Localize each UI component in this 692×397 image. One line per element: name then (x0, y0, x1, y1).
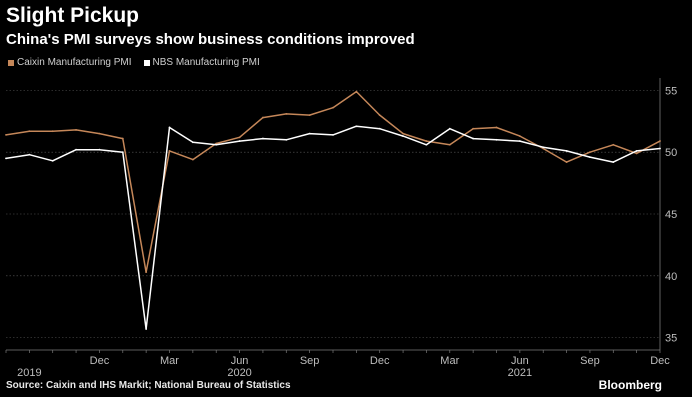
chart-title: Slight Pickup (6, 4, 140, 27)
data-point-caixin-2021-11 (635, 152, 638, 155)
data-point-nbs-2020-01 (121, 151, 124, 154)
data-point-caixin-2019-12 (98, 132, 101, 135)
data-point-nbs-2021-06 (518, 140, 521, 142)
x-tick-label-2021-12: Dec (650, 355, 670, 367)
legend-swatch-caixin (8, 59, 14, 66)
y-tick-label-35: 35 (665, 333, 677, 345)
data-point-nbs-2020-07 (262, 137, 264, 140)
y-tick-label-40: 40 (665, 271, 677, 283)
data-point-caixin-2020-02 (145, 271, 148, 274)
x-tick-label-2019-12: Dec (90, 355, 110, 367)
data-point-caixin-2021-12 (659, 140, 661, 142)
x-tick-label-2020-09: Sep (300, 355, 320, 367)
legend-item-nbs: NBS Manufacturing PMI (143, 57, 260, 68)
data-point-caixin-2020-09 (308, 114, 311, 116)
data-point-caixin-2020-06 (238, 136, 241, 139)
data-point-caixin-2019-10 (51, 130, 54, 133)
data-point-caixin-2021-03 (448, 143, 451, 146)
data-point-nbs-2019-08 (5, 157, 7, 160)
data-point-caixin-2021-04 (472, 127, 475, 130)
data-point-caixin-2020-12 (378, 114, 381, 116)
data-point-nbs-2020-03 (168, 126, 171, 129)
data-point-caixin-2019-11 (75, 129, 77, 131)
y-tick-label-45: 45 (665, 209, 677, 221)
data-point-nbs-2021-12 (659, 147, 661, 150)
data-point-nbs-2019-11 (75, 148, 77, 151)
data-point-caixin-2021-06 (518, 135, 521, 138)
chart-subtitle: China's PMI surveys show business condit… (6, 31, 415, 48)
legend-item-caixin: Caixin Manufacturing PMI (8, 57, 132, 68)
data-point-nbs-2021-09 (589, 156, 591, 159)
data-point-caixin-2020-01 (121, 137, 124, 140)
x-tick-label-2021-09: Sep (580, 355, 600, 367)
data-point-nbs-2019-10 (51, 159, 54, 162)
x-tick-label-2020-03: Mar (160, 355, 179, 367)
data-point-caixin-2020-03 (168, 150, 171, 152)
legend-label-caixin: Caixin Manufacturing PMI (17, 57, 132, 68)
data-point-caixin-2021-08 (565, 161, 568, 163)
data-point-caixin-2021-09 (589, 151, 591, 154)
legend-swatch-nbs (143, 59, 150, 66)
data-point-caixin-2021-01 (402, 132, 404, 135)
data-point-caixin-2020-11 (355, 90, 358, 93)
series-line-nbs (5, 125, 661, 330)
x-tick-label-2020-12: Dec (370, 355, 390, 367)
data-point-nbs-2021-07 (542, 146, 545, 149)
data-point-caixin-2020-08 (285, 112, 288, 115)
data-point-caixin-2020-07 (262, 116, 264, 119)
x-tick-label-2021-03: Mar (440, 355, 459, 367)
data-point-caixin-2020-04 (191, 158, 194, 161)
data-point-caixin-2021-10 (612, 143, 615, 146)
data-point-nbs-2020-02 (145, 328, 148, 330)
data-point-nbs-2020-10 (332, 133, 334, 136)
x-year-label-2019: 2019 (17, 367, 41, 379)
data-point-caixin-2019-08 (5, 133, 7, 136)
legend-label-nbs: NBS Manufacturing PMI (152, 57, 260, 68)
data-point-nbs-2021-01 (402, 135, 404, 138)
data-point-nbs-2021-02 (425, 143, 428, 146)
data-point-nbs-2021-04 (472, 137, 475, 140)
series-line-caixin (5, 90, 661, 273)
x-tick-label-2021-06: Jun (511, 355, 529, 367)
data-point-nbs-2021-11 (635, 150, 638, 152)
data-point-caixin-2020-10 (332, 106, 334, 109)
data-point-caixin-2021-05 (495, 126, 498, 129)
source-note: Source: Caixin and IHS Markit; National … (6, 380, 291, 391)
data-point-nbs-2021-08 (565, 150, 568, 152)
data-point-nbs-2021-10 (612, 161, 615, 163)
data-point-caixin-2021-02 (425, 140, 428, 142)
data-point-nbs-2020-05 (215, 143, 218, 146)
legend: Caixin Manufacturing PMI NBS Manufacturi… (8, 57, 260, 68)
data-point-nbs-2020-04 (191, 141, 194, 144)
x-year-label-2021: 2021 (508, 367, 532, 379)
data-point-nbs-2021-03 (448, 127, 451, 130)
data-point-nbs-2020-12 (378, 127, 381, 130)
data-point-nbs-2020-06 (238, 140, 241, 142)
y-tick-label-55: 55 (665, 85, 677, 97)
y-tick-label-50: 50 (665, 147, 677, 159)
data-point-nbs-2021-05 (495, 138, 498, 141)
x-tick-label-2020-06: Jun (231, 355, 249, 367)
data-point-caixin-2019-09 (28, 130, 31, 133)
x-year-label-2020: 2020 (227, 367, 251, 379)
data-point-nbs-2020-11 (355, 125, 358, 128)
data-point-nbs-2020-09 (308, 132, 311, 135)
data-point-nbs-2019-12 (98, 148, 101, 151)
data-point-nbs-2019-09 (28, 153, 31, 156)
data-point-nbs-2020-08 (285, 138, 288, 141)
bloomberg-logo: Bloomberg (598, 378, 662, 392)
